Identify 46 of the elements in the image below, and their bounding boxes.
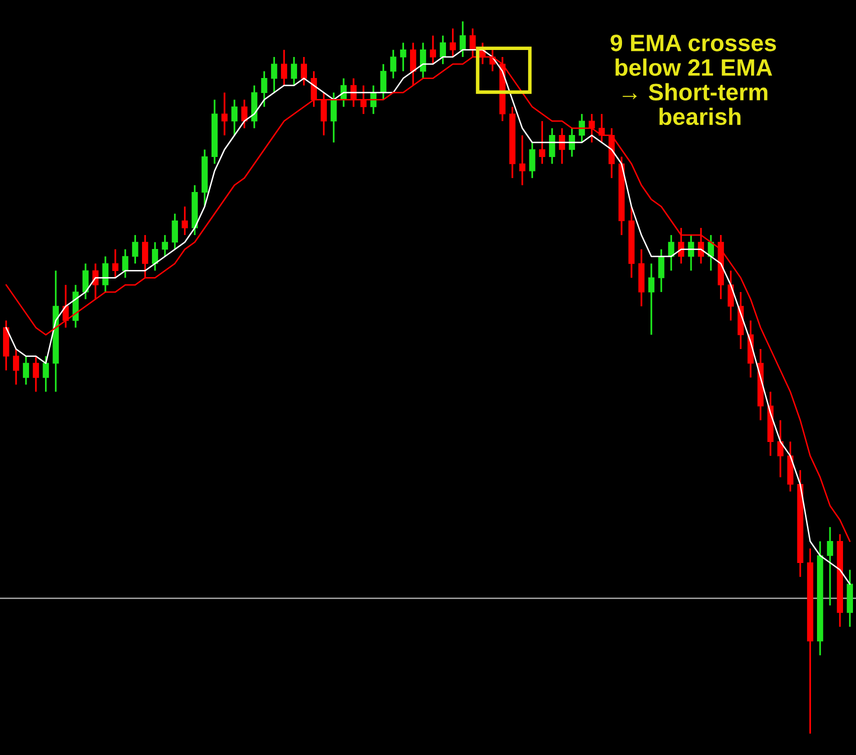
candlestick [658,248,664,293]
candlestick [390,49,396,80]
candlestick [519,134,526,186]
candlestick [460,20,466,58]
candlestick [132,234,138,264]
candlestick [648,262,654,336]
candlestick [558,127,566,165]
candlestick [300,56,307,86]
candlestick [271,56,278,94]
candlestick [142,234,148,279]
candlestick [450,28,456,58]
candlestick [568,127,576,158]
candlestick [182,206,188,236]
candlestick [22,355,30,386]
candlestick [42,355,49,393]
candlestick [440,34,446,65]
candlestick [12,348,20,386]
candlestick [320,92,327,136]
candlestick [221,92,228,136]
candlestick [380,63,386,101]
candlestick [280,49,288,86]
candlestick [112,248,118,279]
candlestick [172,212,178,250]
candlestick [231,98,238,136]
candlestick [261,70,268,108]
candlestick [529,142,536,179]
candlestick [330,92,337,144]
annotation: 9 EMA crosses below 21 EMA → Short-term bearish [610,34,776,126]
candlestick [430,34,436,65]
candlestick [728,270,734,322]
candlestick [32,355,39,393]
candlestick [82,262,89,300]
candlestick [62,284,69,328]
candlestick [549,127,556,165]
candlestick [539,120,546,165]
candlestick [826,526,834,606]
candlestick [420,42,426,80]
candlestick [400,42,406,72]
candlestick [152,241,158,272]
candlestick [290,56,298,86]
candlestick [122,248,128,279]
candlestick [162,234,168,258]
candlestick [241,98,248,130]
candlestick [668,234,674,272]
candlestick [102,256,108,293]
candlestick [588,113,595,144]
